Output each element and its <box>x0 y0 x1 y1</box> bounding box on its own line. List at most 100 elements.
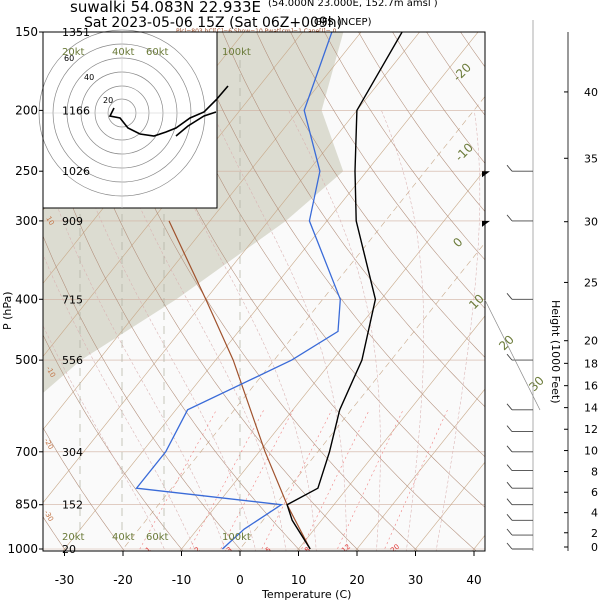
height-tick-label: 12 <box>584 423 598 436</box>
height-tick-label: 14 <box>584 402 598 415</box>
dry-adiabat <box>0 13 15 562</box>
kt-label-top: 60kt <box>146 47 169 58</box>
pressure-tick-label: 700 <box>15 445 38 459</box>
temperature-tick-label: 0 <box>236 573 244 587</box>
height-tick-label: 10 <box>584 445 598 458</box>
temperature-curve <box>286 32 403 550</box>
temperature-tick-label: 10 <box>291 573 306 587</box>
pressure-tick-label: 500 <box>15 353 38 367</box>
dry-adiabat <box>52 32 360 551</box>
isotherm-line <box>413 461 485 551</box>
pressure-tick-label: 850 <box>15 498 38 512</box>
height-m-label: 1026 <box>62 165 90 178</box>
dry-adiabat <box>43 427 125 551</box>
moist-adiabat <box>288 110 381 551</box>
height-tick-label: 2 <box>591 527 598 540</box>
height-tick-label: 8 <box>591 466 598 479</box>
dry-adiabat <box>43 516 67 551</box>
height-tick-label: 6 <box>591 486 598 499</box>
hodograph-ring-label: 40 <box>84 73 94 82</box>
mixing-ratio-line <box>188 409 265 551</box>
wind-barb <box>506 481 533 489</box>
dry-adiabat <box>481 13 600 562</box>
pressure-tick-label: 300 <box>15 214 38 228</box>
dry-adiabat <box>43 334 184 551</box>
height-m-label: 556 <box>62 354 83 367</box>
wind-barb <box>482 164 533 178</box>
wind-barb <box>506 445 533 453</box>
isotherm-line <box>296 315 485 551</box>
temperature-tick-label: 40 <box>466 573 481 587</box>
isotherm-line <box>0 13 25 562</box>
wind-barb <box>506 425 533 433</box>
isotherm-line <box>179 169 485 551</box>
isotherm-label: -30 <box>42 509 55 523</box>
moist-adiabat <box>43 325 166 551</box>
isotherm-label: -20 <box>42 437 55 451</box>
height-m-label: 1351 <box>62 26 90 39</box>
mixing-ratio-label: 3 <box>225 546 234 555</box>
pressure-tick-label: 1000 <box>7 542 38 556</box>
temperature-tick-label: 20 <box>349 573 364 587</box>
height-m-label: 152 <box>62 499 83 512</box>
hodograph-trace-upper <box>175 111 217 137</box>
kt-label-bottom: 20kt <box>62 532 85 543</box>
y-axis-label: P (hPa) <box>1 291 14 330</box>
x-axis-label: Temperature (C) <box>261 588 351 600</box>
height-axis: 02 4 6 8 10 12 14 16 18 20 25 30 35 40 <box>564 32 598 554</box>
height-tick-label: 35 <box>584 152 598 165</box>
wind-barb <box>482 214 533 227</box>
dry-adiabat <box>256 32 485 358</box>
wind-barb <box>506 293 533 300</box>
isotherm-line <box>238 242 485 551</box>
kt-label-bottom: 60kt <box>146 532 169 543</box>
dry-adiabat <box>43 235 243 551</box>
pressure-tick-label: 250 <box>15 164 38 178</box>
height-tick-label: 16 <box>584 380 598 393</box>
isotherm-line <box>43 32 303 357</box>
wind-barb <box>506 542 533 550</box>
height-m-label: 909 <box>62 215 83 228</box>
moist-adiabat <box>435 110 481 551</box>
isotherm-line <box>121 96 485 551</box>
station-title: suwalki 54.083N 22.933E <box>70 0 261 16</box>
kt-label-top: 40kt <box>112 47 135 58</box>
hodograph-ring-label: 20 <box>103 96 113 105</box>
isotherm-line <box>43 32 420 504</box>
isotherm-label: 10 <box>44 215 55 227</box>
height-tick-label: 40 <box>584 86 598 99</box>
height-tick-label: 0 <box>591 541 598 554</box>
pressure-tick-label: 200 <box>15 103 38 117</box>
theta-label: 30 <box>526 373 547 394</box>
mixing-ratio-label: 1 <box>144 546 153 555</box>
temperature-tick-label: -30 <box>55 573 75 587</box>
height-tick-label: 20 <box>584 335 598 348</box>
temperature-tick-label: 30 <box>408 573 423 587</box>
hodograph-ring-label: 60 <box>64 54 74 63</box>
barb-guide <box>484 299 541 411</box>
height-m-label: 715 <box>62 293 83 306</box>
height-tick-label: 18 <box>584 357 598 370</box>
height-m-label: 1166 <box>62 104 90 117</box>
height-tick-label: 25 <box>584 276 598 289</box>
wind-barb <box>506 403 533 411</box>
mixing-ratio-label: 5 <box>264 546 273 555</box>
hodograph-inset: 20 40 60 <box>38 29 229 209</box>
dry-adiabat <box>86 32 419 551</box>
moist-adiabat <box>381 110 424 551</box>
kt-label-bottom: 40kt <box>112 532 135 543</box>
time-title: Sat 2023-05-06 15Z (Sat 06Z+009h) <box>84 15 342 31</box>
height-m-label: 20 <box>62 543 76 556</box>
model-title: GFS (NCEP) <box>314 17 372 28</box>
pressure-tick-label: 400 <box>15 292 38 306</box>
wind-barb <box>506 498 533 506</box>
wind-barb <box>506 513 533 521</box>
temperature-tick-label: -10 <box>172 573 192 587</box>
mixing-ratio-line <box>383 409 448 551</box>
plot-frame <box>42 31 486 552</box>
wind-barbs <box>482 20 541 551</box>
kt-label-top: 100kt <box>222 47 251 58</box>
dry-adiabat <box>120 32 477 551</box>
sounding-curves <box>135 32 403 550</box>
